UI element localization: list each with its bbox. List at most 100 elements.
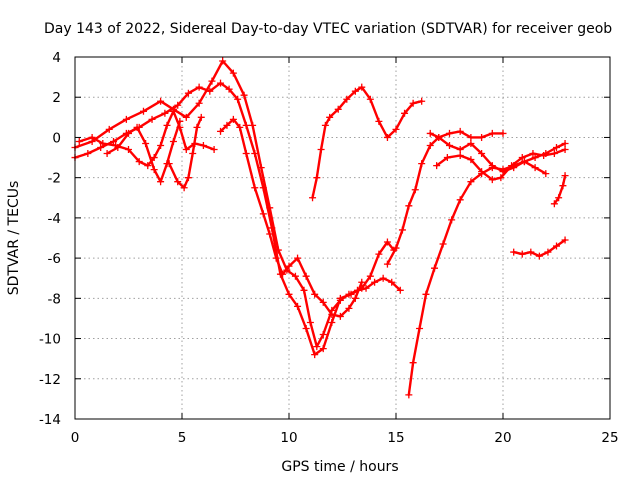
plot-frame	[74, 56, 611, 420]
data-point	[497, 174, 505, 182]
data-point	[392, 244, 400, 252]
data-point	[225, 85, 233, 93]
series-line	[105, 120, 182, 183]
data-point	[125, 146, 132, 154]
data-point	[259, 184, 267, 192]
data-point	[392, 125, 400, 133]
data-point	[375, 250, 383, 258]
data-point	[371, 278, 379, 286]
data-point	[559, 182, 567, 190]
data-point	[242, 121, 250, 129]
data-point	[478, 133, 486, 141]
data-point	[527, 248, 535, 256]
data-point	[313, 174, 321, 182]
y-axis: 4 2 0 -2 -4 -6 -8 -10 -12 -14	[39, 50, 610, 428]
data-point	[300, 286, 308, 294]
data-point	[210, 146, 218, 154]
data-point	[223, 121, 231, 129]
data-point	[366, 95, 374, 103]
plot-series	[71, 57, 569, 399]
data-point	[535, 252, 543, 260]
data-point	[302, 325, 310, 332]
series-line	[78, 110, 216, 167]
y-axis-title: SDTVAR / TECUs	[6, 181, 22, 296]
data-point	[343, 95, 351, 103]
data-point	[531, 154, 539, 162]
data-point	[409, 99, 417, 107]
series-sat-k	[433, 146, 569, 184]
x-tick-label: 10	[280, 430, 297, 446]
data-point	[242, 150, 250, 158]
data-point	[336, 294, 344, 302]
data-point	[319, 345, 327, 353]
data-point	[499, 129, 507, 137]
data-point	[195, 99, 203, 107]
data-point	[217, 79, 225, 87]
data-point	[544, 248, 552, 256]
data-point	[219, 57, 227, 65]
data-point	[418, 97, 426, 105]
data-point	[478, 168, 486, 176]
data-point	[326, 113, 334, 121]
data-point	[313, 343, 321, 351]
data-point	[169, 107, 177, 115]
data-point	[358, 278, 366, 286]
data-point	[488, 162, 496, 170]
x-tick-label: 20	[494, 430, 511, 446]
data-point	[206, 87, 214, 95]
data-point	[176, 117, 184, 125]
data-point	[456, 152, 464, 160]
y-tick-label: 2	[52, 90, 61, 106]
data-point	[182, 113, 190, 121]
data-point	[396, 286, 404, 294]
data-point	[169, 137, 177, 145]
data-point	[561, 139, 569, 147]
y-tick-label: -2	[48, 171, 61, 187]
data-point	[366, 272, 374, 280]
data-point	[174, 178, 182, 186]
x-axis-title: GPS time / hours	[281, 459, 398, 475]
data-point	[518, 154, 526, 162]
data-point	[84, 150, 92, 158]
data-point	[443, 154, 451, 162]
y-tick-label: 0	[52, 130, 61, 146]
y-tick-label: -12	[39, 372, 61, 388]
data-point	[435, 133, 443, 141]
series-sat-e	[165, 113, 205, 192]
data-point	[240, 91, 248, 99]
data-point	[150, 154, 158, 162]
data-point	[550, 150, 558, 158]
data-point	[217, 127, 225, 135]
data-point	[561, 146, 569, 154]
data-point	[411, 186, 419, 194]
data-point	[375, 117, 383, 125]
data-point	[251, 184, 259, 192]
data-point	[184, 174, 192, 182]
chart-title: Day 143 of 2022, Sidereal Day-to-day VTE…	[44, 21, 612, 37]
data-point	[234, 95, 242, 103]
data-point	[351, 87, 359, 95]
data-point	[174, 101, 182, 109]
data-point	[553, 242, 560, 250]
data-point	[388, 278, 396, 286]
x-tick-label: 25	[601, 430, 618, 446]
data-point	[319, 331, 327, 339]
data-point	[157, 178, 165, 186]
data-point	[418, 160, 426, 168]
data-point	[182, 146, 190, 154]
data-point	[328, 318, 336, 326]
data-point	[133, 123, 141, 131]
data-point	[229, 69, 237, 77]
data-point	[518, 250, 526, 258]
data-point	[446, 129, 453, 137]
data-point	[279, 270, 287, 278]
data-point	[103, 150, 111, 158]
data-point	[249, 121, 257, 129]
series-sat-g	[309, 83, 426, 202]
data-point	[110, 137, 118, 145]
data-point	[306, 318, 314, 326]
x-tick-label: 5	[178, 430, 187, 446]
data-point	[561, 172, 569, 180]
